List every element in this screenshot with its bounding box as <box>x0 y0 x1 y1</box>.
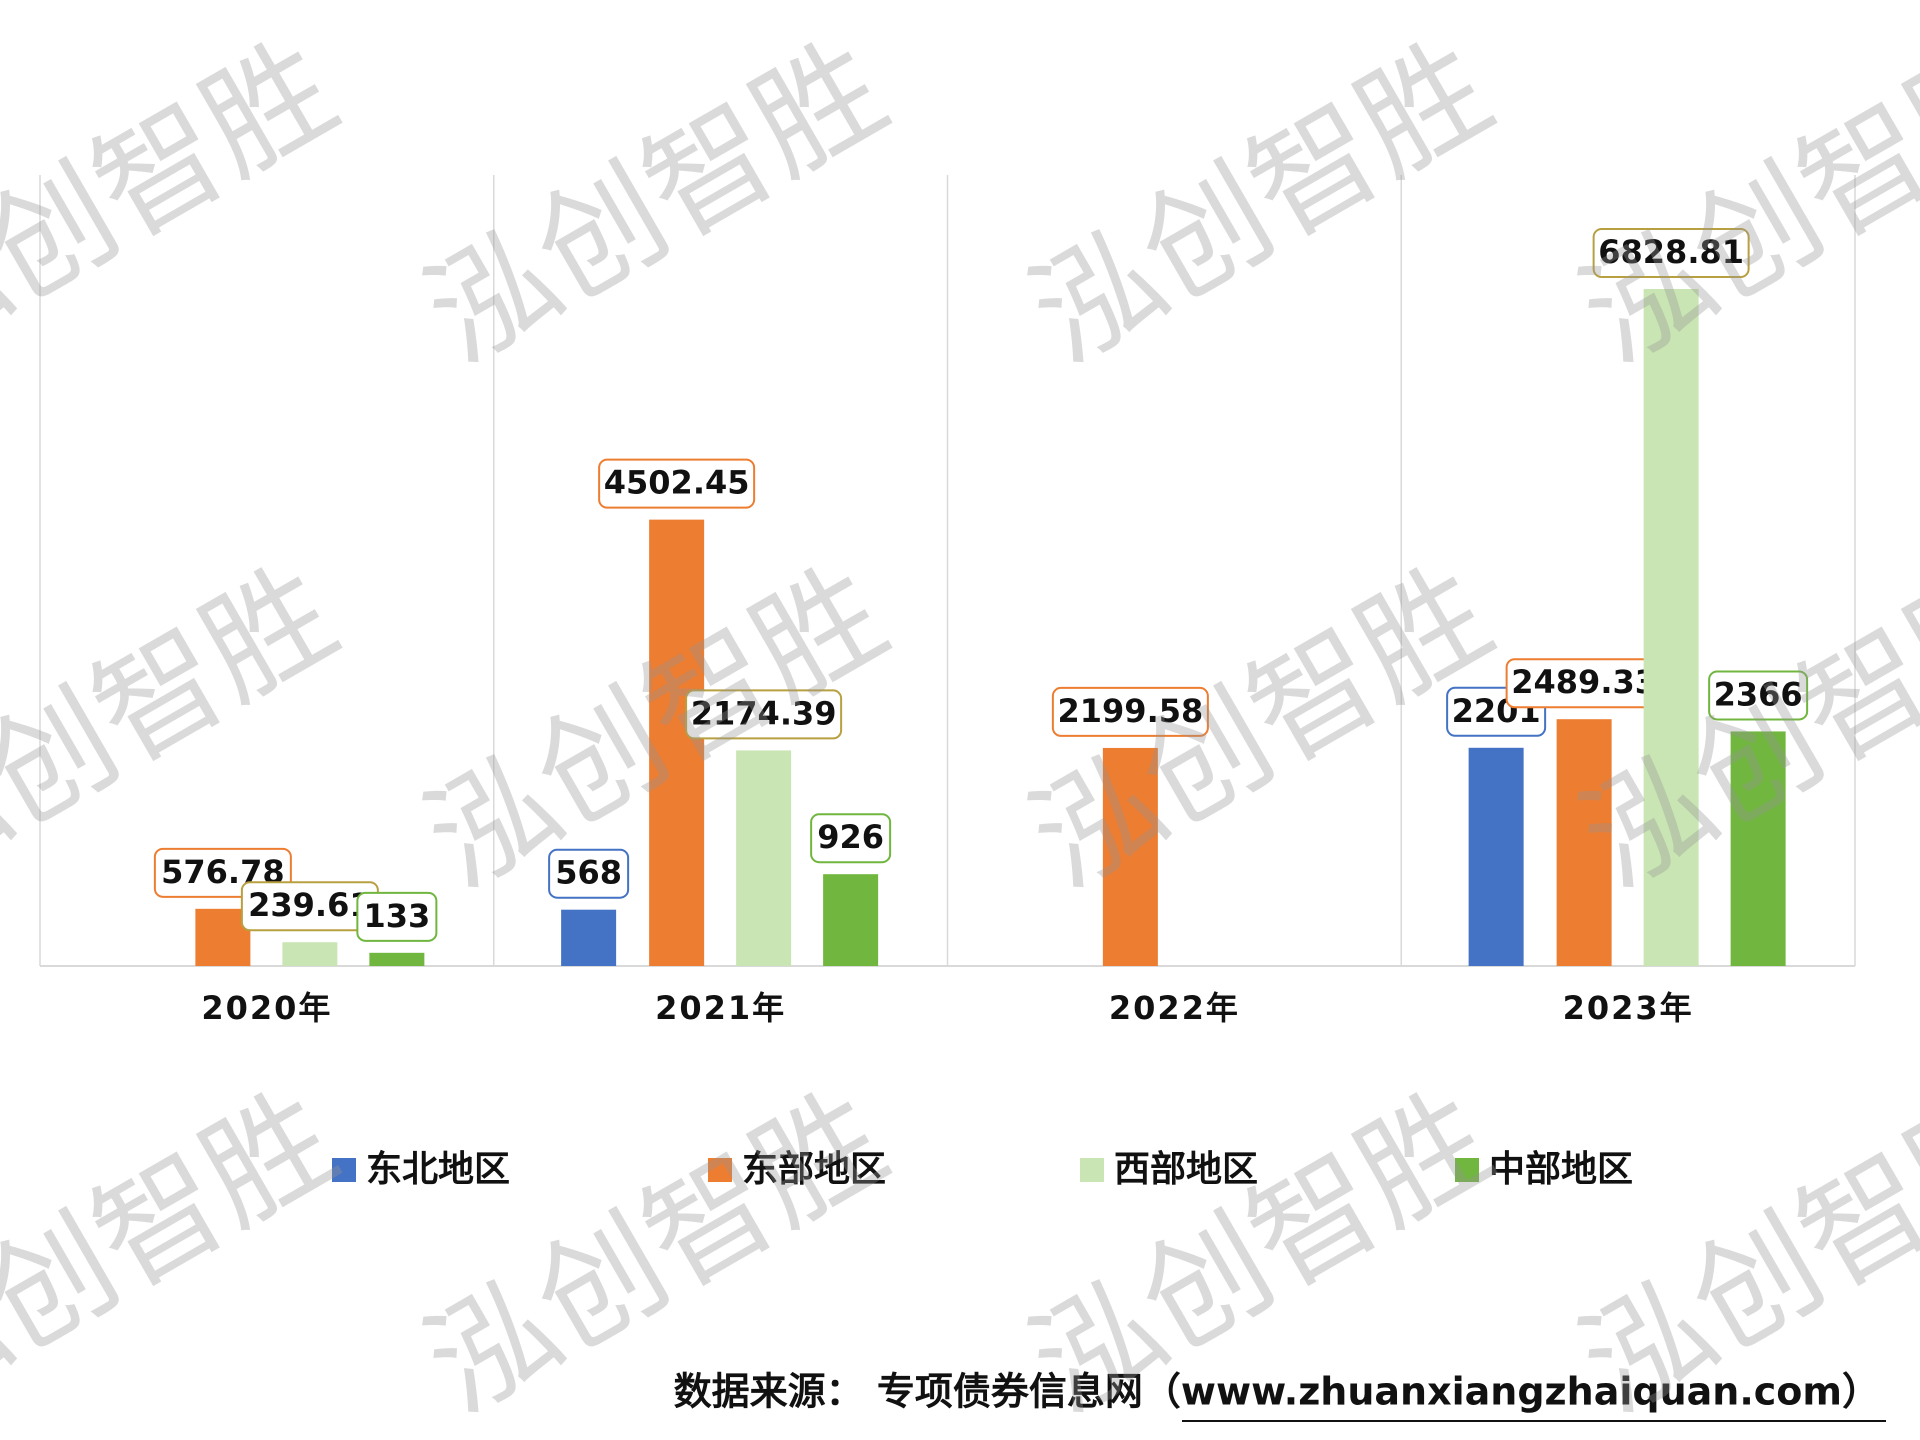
legend-label: 中部地区 <box>1489 1149 1633 1190</box>
value-label-box <box>356 891 438 942</box>
value-label-box <box>1592 228 1750 278</box>
value-label: 568 <box>555 854 622 892</box>
value-label-box <box>810 813 892 864</box>
bar <box>649 519 705 966</box>
x-tick-label: 2020年 <box>201 989 332 1027</box>
legend-label: 东北地区 <box>366 1149 510 1190</box>
legend-swatch <box>1080 1158 1104 1182</box>
legend-label: 东部地区 <box>742 1149 886 1190</box>
value-label: 6828.81 <box>1598 233 1744 271</box>
legend-swatch <box>332 1158 356 1182</box>
value-label: 239.61 <box>248 886 371 924</box>
watermark: 泓创智胜 <box>0 15 359 391</box>
bar <box>736 750 792 966</box>
value-label: 926 <box>817 818 884 856</box>
value-label: 2489.33 <box>1511 663 1657 701</box>
value-label: 133 <box>363 897 430 935</box>
legend-swatch <box>1455 1158 1479 1182</box>
bar <box>1556 719 1612 966</box>
value-label: 2199.58 <box>1058 692 1204 730</box>
value-label-box <box>1051 686 1209 737</box>
legend-label: 西部地区 <box>1114 1149 1258 1190</box>
value-label-box <box>1708 670 1809 721</box>
bar <box>1468 747 1524 966</box>
x-tick-label: 2021年 <box>655 989 786 1027</box>
source-note: 数据来源： 专项债券信息网（www.zhuanxiangzhaiquan.com… <box>674 1370 1880 1414</box>
bar <box>1643 289 1699 966</box>
watermark: 泓创智胜 <box>403 15 909 391</box>
legend-swatch <box>708 1158 732 1182</box>
value-label: 2174.39 <box>691 694 837 732</box>
bar <box>369 952 425 966</box>
watermark: 泓创智胜 <box>1558 15 1920 391</box>
bar <box>1102 747 1158 966</box>
value-label: 2366 <box>1714 675 1803 713</box>
bar <box>823 874 879 966</box>
bar <box>561 909 617 966</box>
x-tick-label: 2022年 <box>1109 989 1240 1027</box>
x-tick-label: 2023年 <box>1563 989 1694 1027</box>
bar <box>282 942 338 966</box>
watermark: 泓创智胜 <box>0 1065 359 1440</box>
value-label-box <box>685 689 843 740</box>
watermark: 泓创智胜 <box>1008 15 1514 391</box>
value-label-box <box>598 458 756 509</box>
bar <box>1730 731 1786 966</box>
value-label: 4502.45 <box>604 464 750 502</box>
value-label-box <box>548 848 630 899</box>
